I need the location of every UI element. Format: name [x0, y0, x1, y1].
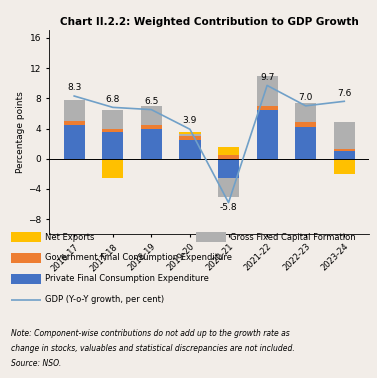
Text: 3.9: 3.9: [183, 116, 197, 125]
Text: 8.3: 8.3: [67, 83, 81, 92]
Bar: [334, 149, 355, 151]
Bar: [218, 159, 239, 178]
Y-axis label: Percentage points: Percentage points: [16, 91, 25, 173]
Bar: [102, 110, 123, 129]
Bar: [295, 122, 316, 127]
Text: 6.8: 6.8: [106, 94, 120, 104]
Bar: [102, 159, 123, 178]
Text: 6.5: 6.5: [144, 97, 159, 106]
Text: -5.8: -5.8: [220, 203, 238, 212]
Bar: [64, 125, 85, 159]
Bar: [64, 100, 85, 121]
Bar: [141, 106, 162, 125]
Text: Gross Fixed Capital Formation: Gross Fixed Capital Formation: [230, 233, 356, 242]
Title: Chart II.2.2: Weighted Contribution to GDP Growth: Chart II.2.2: Weighted Contribution to G…: [60, 17, 359, 27]
Text: 9.7: 9.7: [260, 73, 274, 82]
Bar: [141, 129, 162, 159]
Text: 7.6: 7.6: [337, 88, 351, 98]
Text: 7.0: 7.0: [299, 93, 313, 102]
Bar: [218, 155, 239, 159]
Bar: [102, 132, 123, 159]
Bar: [256, 76, 278, 106]
Bar: [179, 140, 201, 159]
Bar: [334, 151, 355, 159]
Text: Net Exports: Net Exports: [45, 233, 95, 242]
Bar: [256, 106, 278, 110]
Bar: [179, 134, 201, 136]
Text: GDP (Y-o-Y growth, per cent): GDP (Y-o-Y growth, per cent): [45, 295, 164, 304]
Text: change in stocks, valuables and statistical discrepancies are not included.: change in stocks, valuables and statisti…: [11, 344, 295, 353]
Bar: [295, 127, 316, 159]
Bar: [218, 178, 239, 197]
Text: Source: NSO.: Source: NSO.: [11, 359, 61, 368]
Bar: [64, 121, 85, 125]
Bar: [179, 132, 201, 134]
Text: Note: Component-wise contributions do not add up to the growth rate as: Note: Component-wise contributions do no…: [11, 329, 290, 338]
Bar: [256, 110, 278, 159]
Bar: [334, 159, 355, 174]
Bar: [179, 136, 201, 140]
Bar: [218, 147, 239, 155]
Bar: [141, 125, 162, 129]
Text: Government Final Consumption Expenditure: Government Final Consumption Expenditure: [45, 254, 232, 262]
Bar: [102, 129, 123, 132]
Bar: [334, 122, 355, 149]
Text: Private Final Consumption Expenditure: Private Final Consumption Expenditure: [45, 274, 209, 283]
Bar: [295, 103, 316, 122]
